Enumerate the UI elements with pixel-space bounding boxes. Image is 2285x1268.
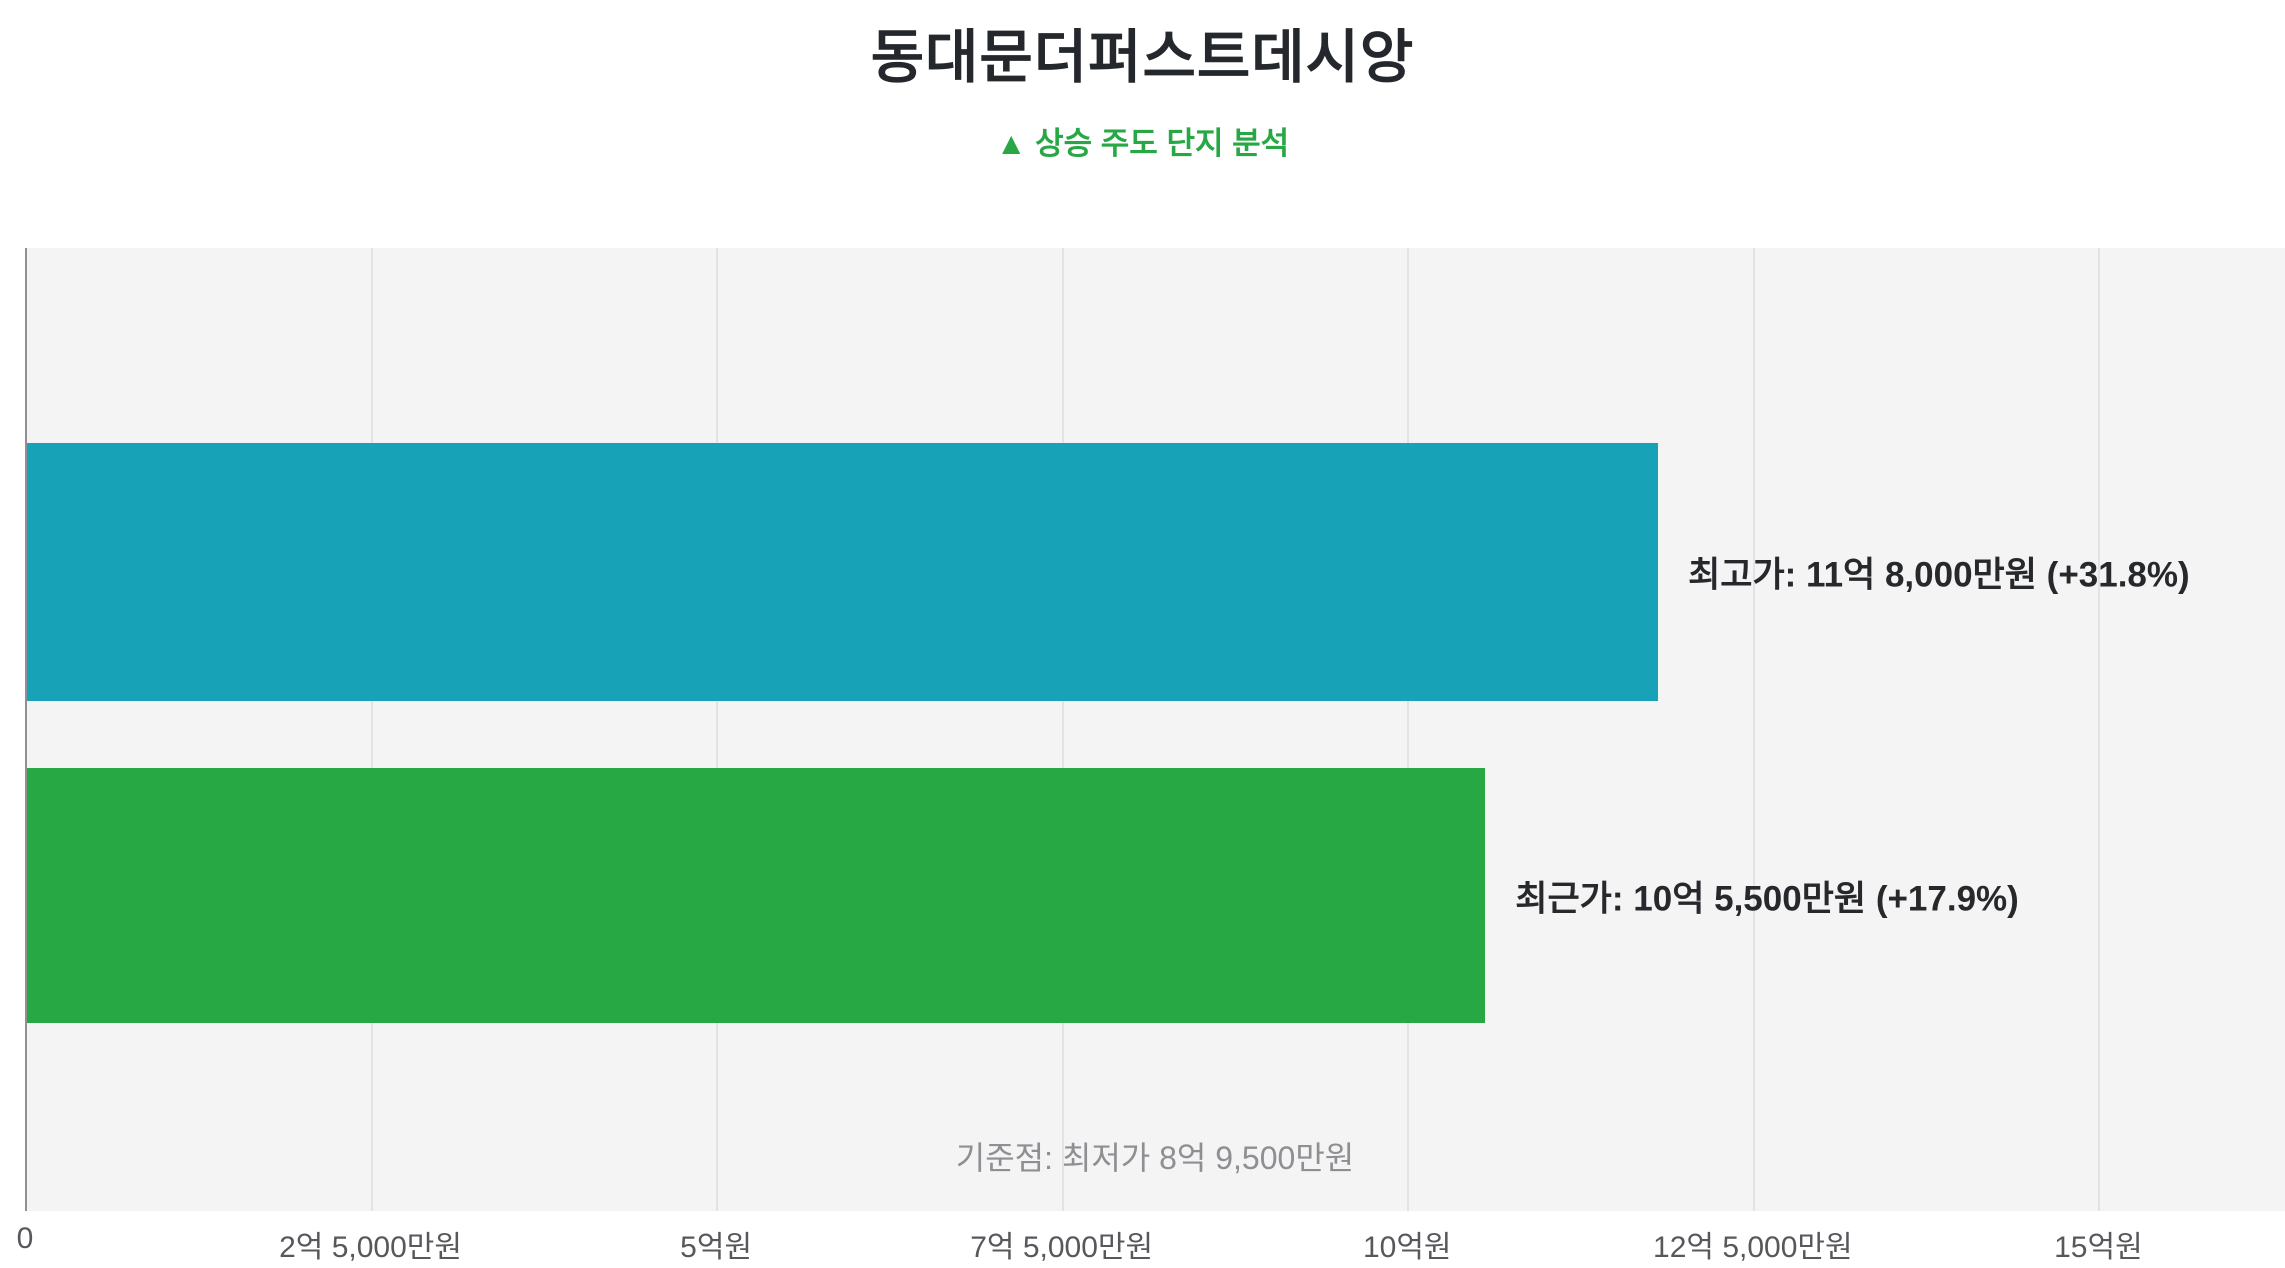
bar-최근가[interactable] xyxy=(27,768,1486,1023)
bar-최고가[interactable] xyxy=(27,443,1659,701)
x-tick-label: 2억 5,000만원 xyxy=(279,1231,463,1264)
gridline xyxy=(1407,248,1410,1211)
x-tick-label: 12억 5,000만원 xyxy=(1653,1231,1853,1264)
gridline xyxy=(1752,248,1755,1211)
x-tick-label: 5억원 xyxy=(680,1231,753,1264)
gridline xyxy=(2098,248,2101,1211)
y-axis-line xyxy=(25,248,27,1211)
x-tick-label: 15억원 xyxy=(2054,1231,2143,1264)
gridline xyxy=(716,248,719,1211)
baseline-note: 기준점: 최저가 8억 9,500만원 xyxy=(955,1140,1355,1176)
x-axis: 0 2억 5,000만원 5억원 7억 5,000만원 10억원 12억 5,000만원 1… xyxy=(17,1222,2285,1268)
gridline xyxy=(1061,248,1064,1211)
chart-subtitle: ▲ 상승 주도 단지 분석 xyxy=(995,126,1290,161)
chart-title: 동대문더퍼스트데시앙 xyxy=(870,25,1415,90)
gridline xyxy=(370,248,373,1211)
x-tick-label: 7억 5,000만원 xyxy=(970,1231,1154,1264)
bar-value-label: 최근가: 10억 5,500만원 (+17.9%) xyxy=(1515,879,2019,918)
bar-value-label: 최고가: 11억 8,000만원 (+31.8%) xyxy=(1688,555,2190,595)
x-tick-label: 10억원 xyxy=(1362,1231,1452,1264)
x-tick-label: 0 xyxy=(16,1222,34,1255)
plot-area: 기준점: 최저가 8억 9,500만원 최고가: 11억 8,000만원 (+3… xyxy=(25,248,2285,1211)
